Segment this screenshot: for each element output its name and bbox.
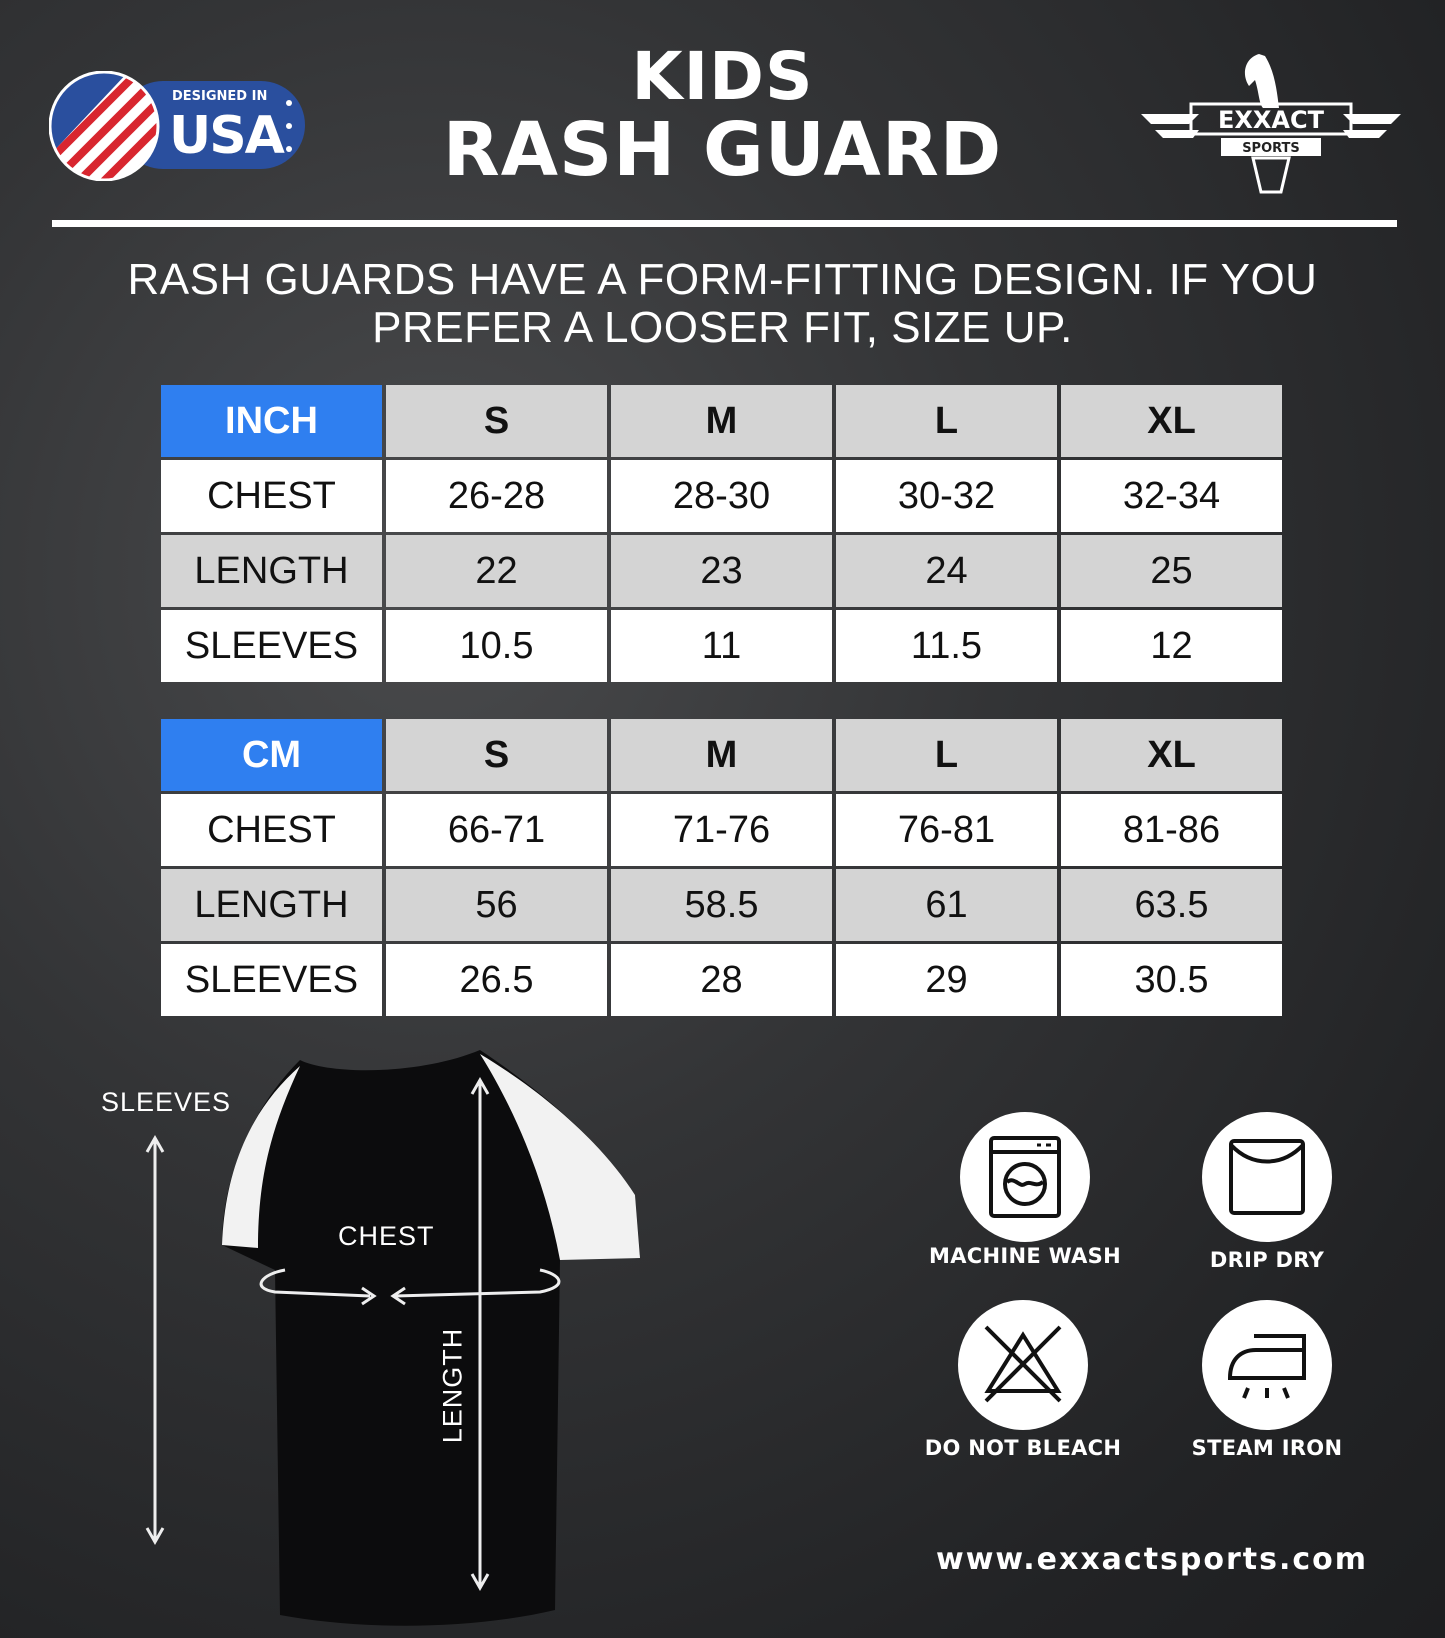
table-cell: 30-32 [836, 460, 1057, 532]
title-line-2: RASH GUARD [442, 107, 1003, 193]
size-header: S [386, 719, 607, 791]
machine-wash-label: MACHINE WASH [929, 1244, 1121, 1268]
table-cell: 61 [836, 869, 1057, 941]
header-divider [52, 220, 1397, 227]
website-link[interactable]: www.exxactsports.com [936, 1542, 1369, 1577]
size-header: XL [1061, 719, 1282, 791]
table-cell: 11 [611, 610, 832, 682]
svg-text:SPORTS: SPORTS [1242, 141, 1300, 156]
table-cell: 12 [1061, 610, 1282, 682]
table-cell: 30.5 [1061, 944, 1282, 1016]
size-header: XL [1061, 385, 1282, 457]
steam-iron-label: STEAM IRON [1191, 1436, 1343, 1460]
machine-wash-icon [960, 1112, 1090, 1242]
chest-label: CHEST [338, 1221, 435, 1251]
size-header: S [386, 385, 607, 457]
us-flag-icon [48, 70, 305, 182]
shirt-body [222, 1050, 640, 1626]
table-cell: 26.5 [386, 944, 607, 1016]
size-header: M [611, 385, 832, 457]
row-label: SLEEVES [161, 610, 382, 682]
table-cell: 63.5 [1061, 869, 1282, 941]
table-cell: 23 [611, 535, 832, 607]
svg-text:EXXACT: EXXACT [1218, 106, 1325, 134]
size-table-cm: CM S M L XL CHEST 66-71 71-76 76-81 81-8… [161, 719, 1284, 1016]
table-cell: 28 [611, 944, 832, 1016]
do-not-bleach-label: DO NOT BLEACH [924, 1436, 1122, 1460]
unit-header: CM [161, 719, 382, 791]
unit-header: INCH [161, 385, 382, 457]
fit-note-line-1: RASH GUARDS HAVE A FORM-FITTING DESIGN. … [127, 255, 1318, 304]
badge-small-text: DESIGNED IN [172, 89, 268, 104]
drip-dry-label: DRIP DRY [1209, 1248, 1325, 1272]
table-cell: 25 [1061, 535, 1282, 607]
size-header: M [611, 719, 832, 791]
table-cell: 76-81 [836, 794, 1057, 866]
table-cell: 56 [386, 869, 607, 941]
table-cell: 11.5 [836, 610, 1057, 682]
table-cell: 66-71 [386, 794, 607, 866]
table-cell: 24 [836, 535, 1057, 607]
eagle-logo-icon: EXXACT SPORTS [1141, 54, 1401, 194]
do-not-bleach-icon [958, 1300, 1088, 1430]
left-sleeve [222, 1066, 300, 1248]
size-header: L [836, 719, 1057, 791]
row-label: CHEST [161, 794, 382, 866]
right-sleeve [480, 1054, 640, 1260]
size-table-inch: INCH S M L XL CHEST 26-28 28-30 30-32 32… [161, 385, 1284, 682]
table-cell: 29 [836, 944, 1057, 1016]
table-cell: 81-86 [1061, 794, 1282, 866]
table-cell: 58.5 [611, 869, 832, 941]
rash-guard-diagram [145, 1050, 640, 1626]
row-label: CHEST [161, 460, 382, 532]
table-cell: 28-30 [611, 460, 832, 532]
sleeves-label: SLEEVES [101, 1087, 232, 1117]
table-cell: 10.5 [386, 610, 607, 682]
table-cell: 71-76 [611, 794, 832, 866]
designed-in-usa-badge: DESIGNED IN USA [48, 70, 309, 182]
table-cell: 32-34 [1061, 460, 1282, 532]
steam-iron-icon [1202, 1300, 1332, 1430]
drip-dry-icon [1202, 1112, 1332, 1242]
row-label: SLEEVES [161, 944, 382, 1016]
fit-note-line-2: PREFER A LOOSER FIT, SIZE UP. [372, 303, 1073, 352]
length-label: LENGTH [437, 1327, 468, 1444]
exxact-sports-logo: EXXACT SPORTS [1141, 52, 1401, 194]
table-cell: 26-28 [386, 460, 607, 532]
title-line-1: KIDS [631, 38, 814, 115]
badge-big-text: USA [169, 106, 285, 166]
size-header: L [836, 385, 1057, 457]
row-label: LENGTH [161, 869, 382, 941]
table-cell: 22 [386, 535, 607, 607]
row-label: LENGTH [161, 535, 382, 607]
